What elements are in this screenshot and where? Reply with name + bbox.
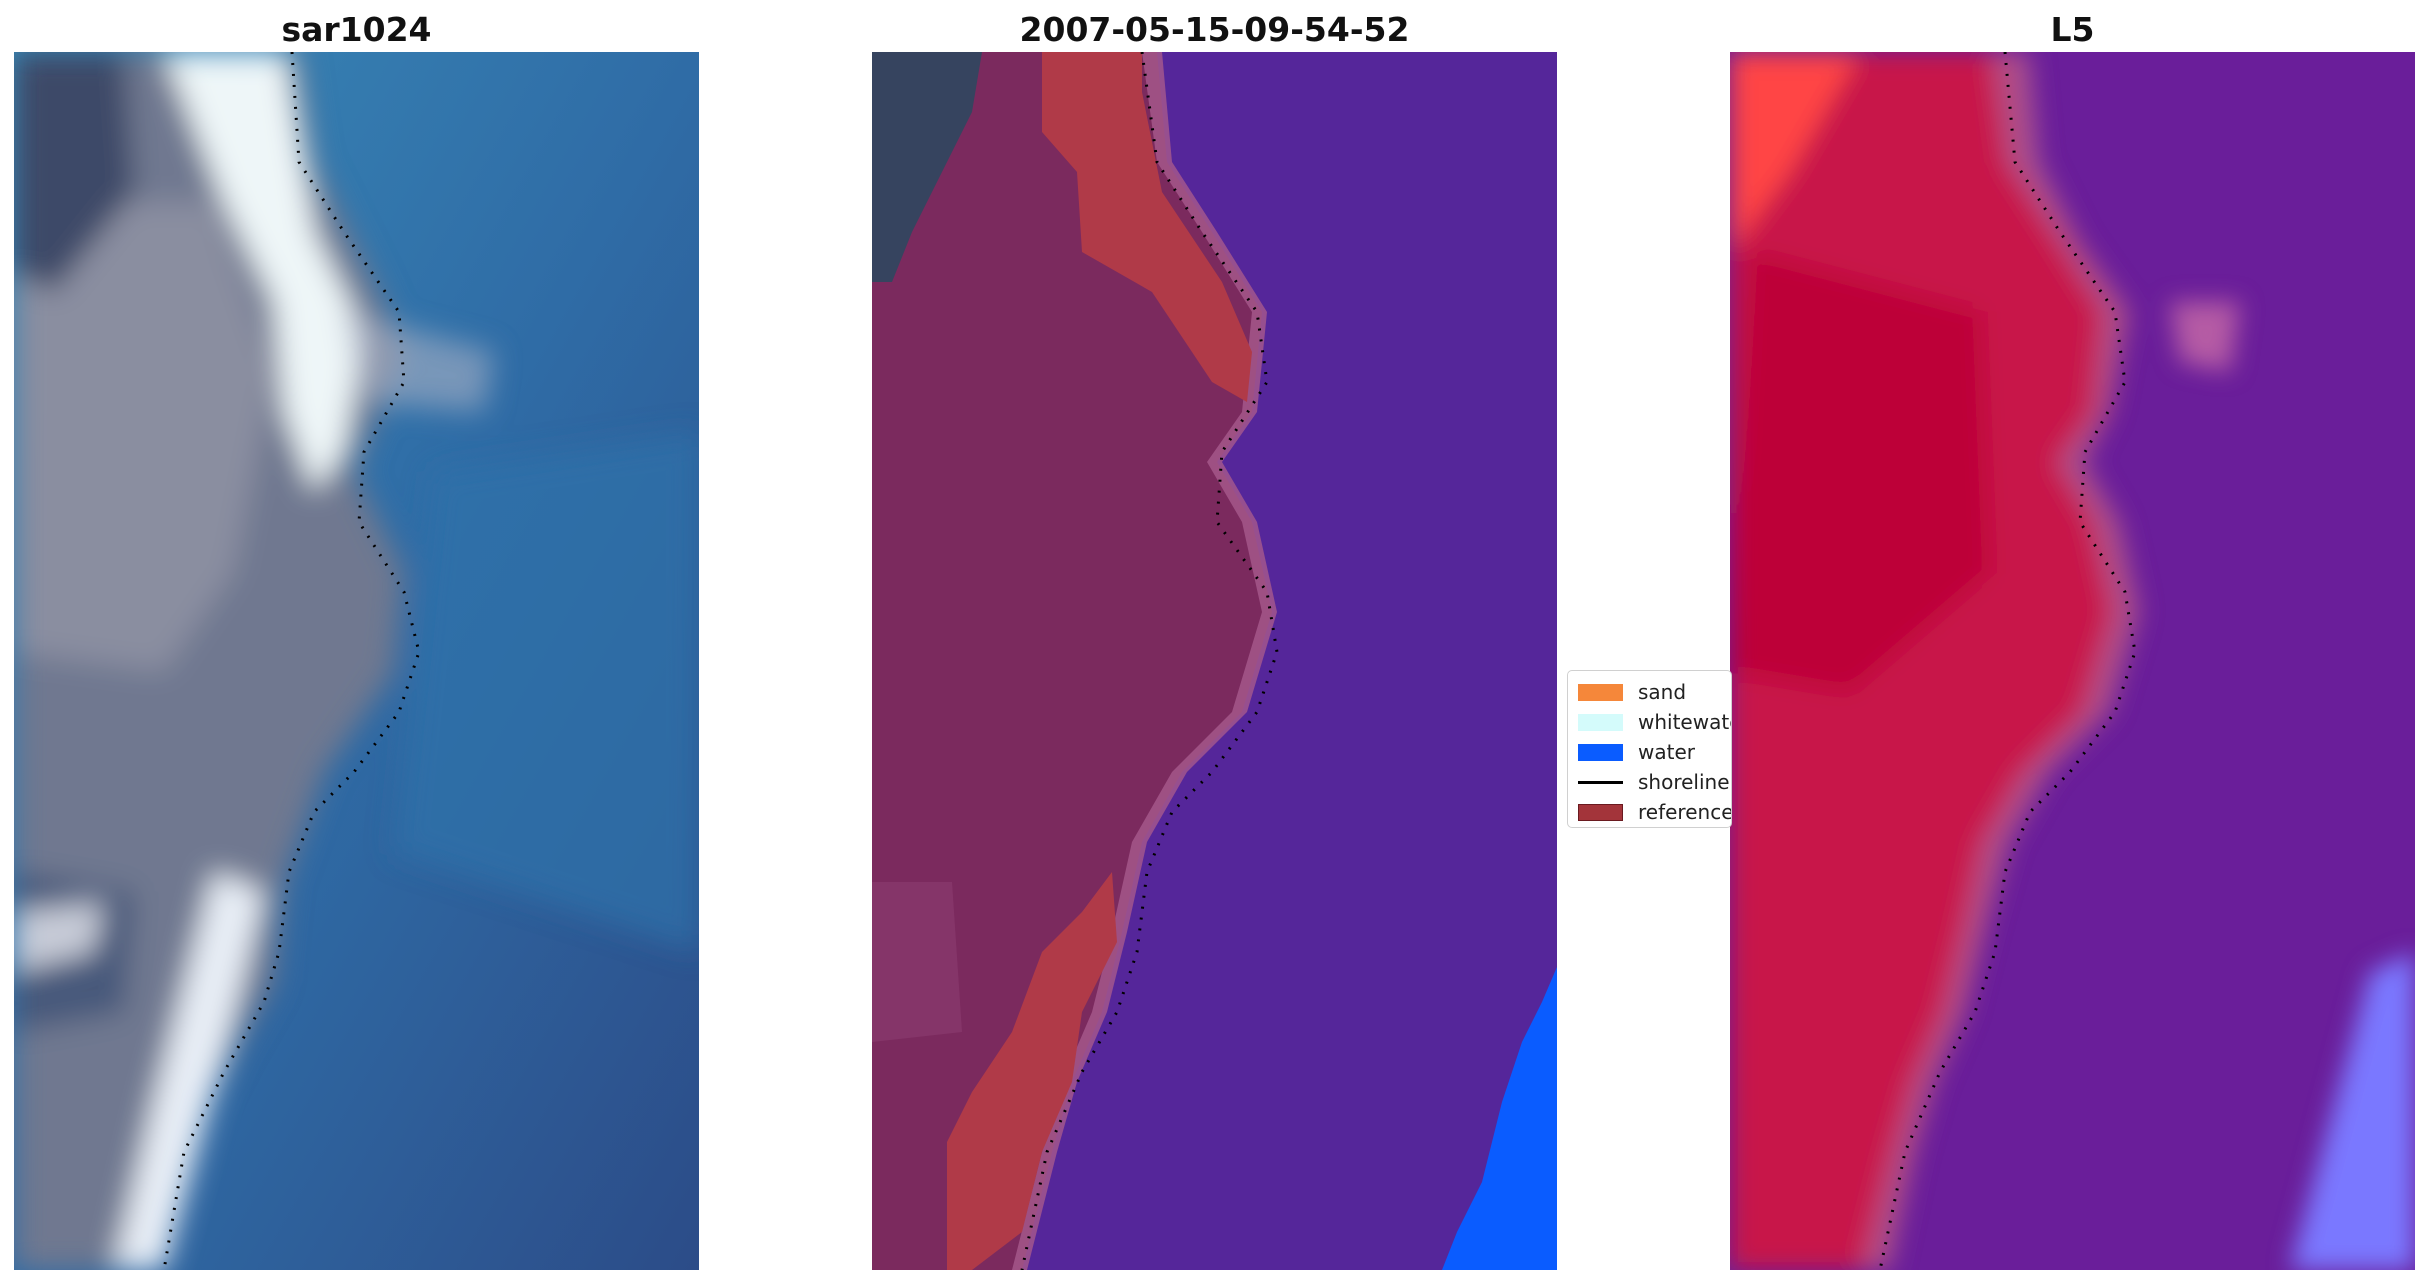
legend-item-shoreline: shoreline — [1578, 769, 1730, 795]
panel-title-middle: 2007-05-15-09-54-52 — [1019, 10, 1410, 49]
legend-label-sand: sand — [1638, 680, 1687, 704]
satellite-rgb-image — [14, 52, 699, 1270]
legend-item-whitewater: whitewater — [1578, 709, 1731, 735]
sand-swatch — [1578, 683, 1623, 701]
legend: sand whitewater water shoreline referenc… — [1567, 670, 1732, 828]
legend-item-sand: sand — [1578, 679, 1686, 705]
legend-label-whitewater: whitewater — [1638, 710, 1731, 734]
shoreline-line-swatch — [1578, 780, 1623, 784]
panel-title-right: L5 — [2050, 10, 2095, 49]
legend-label-reference: reference — [1638, 800, 1732, 824]
water-swatch — [1578, 743, 1623, 761]
whitewater-swatch — [1578, 713, 1623, 731]
legend-label-shoreline: shoreline — [1638, 770, 1730, 794]
panel-title-left: sar1024 — [281, 10, 432, 49]
classified-image — [872, 52, 1557, 1270]
legend-label-water: water — [1638, 740, 1695, 764]
reference-swatch — [1578, 803, 1623, 821]
legend-item-water: water — [1578, 739, 1695, 765]
legend-item-reference: reference — [1578, 799, 1732, 825]
index-image — [1730, 52, 2415, 1270]
